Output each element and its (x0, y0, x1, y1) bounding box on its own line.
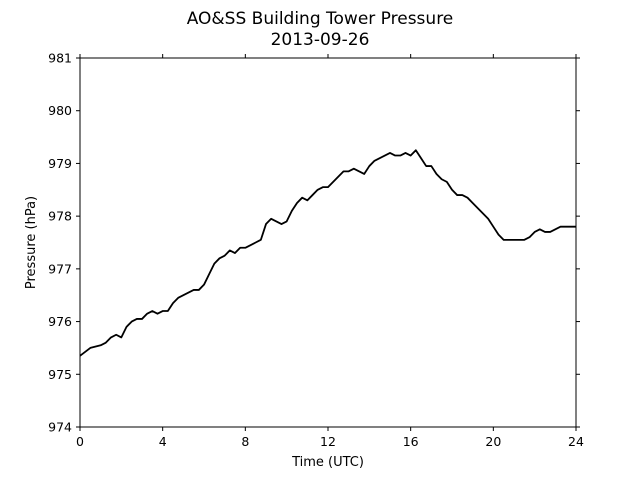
x-tick-label: 8 (241, 434, 249, 449)
x-tick-label: 12 (320, 434, 336, 449)
x-axis-ticks: 0 4 8 12 16 20 24 (76, 54, 584, 449)
y-tick-label: 978 (48, 209, 72, 224)
y-tick-label: 981 (48, 51, 72, 66)
y-tick-label: 974 (48, 420, 72, 435)
plot-area (79, 149, 576, 357)
y-tick-label: 976 (48, 314, 72, 329)
x-tick-label: 20 (485, 434, 501, 449)
x-tick-label: 4 (159, 434, 167, 449)
x-axis-label: Time (UTC) (291, 455, 364, 470)
pressure-series-line (79, 149, 576, 357)
y-tick-label: 977 (48, 261, 72, 276)
y-tick-label: 979 (48, 156, 72, 171)
x-tick-label: 16 (403, 434, 419, 449)
y-axis-label: Pressure (hPa) (24, 196, 39, 289)
y-tick-label: 975 (48, 367, 72, 382)
chart-subtitle: 2013-09-26 (271, 30, 370, 50)
chart-title: AO&SS Building Tower Pressure (187, 9, 454, 29)
x-tick-label: 24 (568, 434, 584, 449)
plot-frame (79, 57, 577, 428)
y-axis-ticks: 974 975 976 977 978 979 980 981 (48, 51, 580, 435)
y-tick-label: 980 (48, 103, 72, 118)
x-tick-label: 0 (76, 434, 84, 449)
